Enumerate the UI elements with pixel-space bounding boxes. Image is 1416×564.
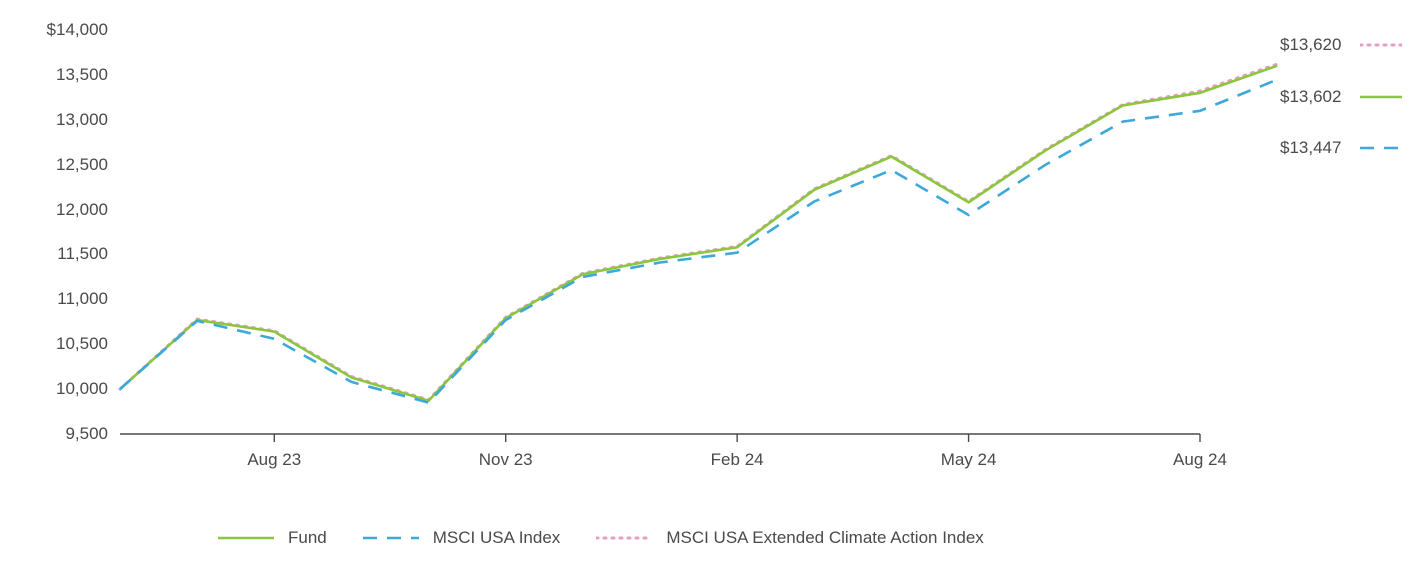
y-tick-label: 12,500 <box>0 155 108 175</box>
series-end-label: $13,620 <box>1280 35 1341 55</box>
y-tick-label: 13,000 <box>0 110 108 130</box>
y-tick-label: 11,500 <box>0 244 108 264</box>
y-tick-label: 12,000 <box>0 200 108 220</box>
y-tick-label: 10,000 <box>0 379 108 399</box>
legend-item: MSCI USA Index <box>363 528 561 548</box>
y-tick-label: 11,000 <box>0 289 108 309</box>
series-end-label: $13,447 <box>1280 138 1341 158</box>
legend: Fund MSCI USA Index MSCI USA Extended Clim… <box>218 528 1006 548</box>
growth-chart: 9,500 10,000 10,500 11,000 11,500 12,000 12,50… <box>0 0 1416 564</box>
x-tick-label: Nov 23 <box>479 450 533 470</box>
x-tick-label: Aug 23 <box>247 450 301 470</box>
y-tick-label: 13,500 <box>0 65 108 85</box>
legend-swatch <box>363 533 419 543</box>
y-tick-label: $14,000 <box>0 20 108 40</box>
y-tick-label: 10,500 <box>0 334 108 354</box>
legend-label: MSCI USA Index <box>433 528 561 548</box>
series-line <box>120 80 1277 403</box>
legend-swatch <box>218 533 274 543</box>
x-tick-label: May 24 <box>941 450 997 470</box>
series-end-swatch <box>1360 143 1402 153</box>
x-tick-label: Feb 24 <box>711 450 764 470</box>
legend-item: MSCI USA Extended Climate Action Index <box>596 528 984 548</box>
x-tick-label: Aug 24 <box>1173 450 1227 470</box>
plot-area <box>120 30 1200 434</box>
legend-label: Fund <box>288 528 327 548</box>
legend-label: MSCI USA Extended Climate Action Index <box>666 528 984 548</box>
y-tick-label: 9,500 <box>0 424 108 444</box>
series-end-swatch <box>1360 92 1402 102</box>
legend-swatch <box>596 533 652 543</box>
series-end-label: $13,602 <box>1280 87 1341 107</box>
legend-item: Fund <box>218 528 327 548</box>
series-end-swatch <box>1360 40 1402 50</box>
